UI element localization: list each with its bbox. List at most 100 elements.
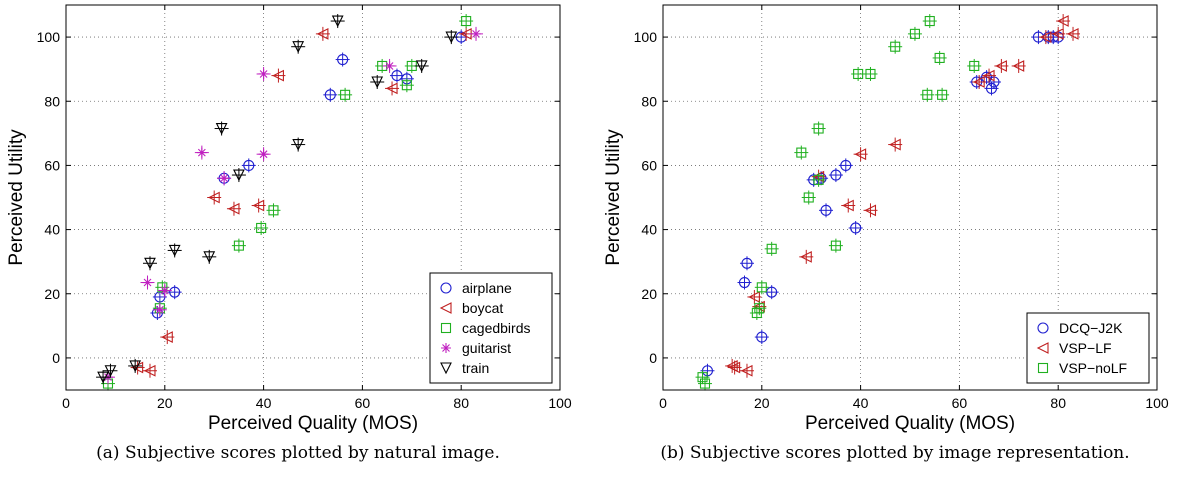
chart-a-legend-label: cagedbirds bbox=[462, 320, 531, 336]
chart-b-point-circle bbox=[840, 159, 852, 171]
chart-b-point-triangle-left bbox=[1051, 27, 1064, 40]
chart-a-legend-marker-circle bbox=[440, 282, 452, 294]
chart-b-ytick-label: 80 bbox=[641, 93, 657, 109]
chart-b-point-triangle-left bbox=[1066, 27, 1079, 40]
chart-b-point-triangle-left bbox=[748, 291, 760, 303]
caption-b-text: Subjective scores plotted by image repre… bbox=[689, 443, 1130, 463]
chart-a-point-circle bbox=[243, 159, 255, 171]
chart-a-point-triangle-down bbox=[415, 60, 428, 73]
chart-b-point-triangle-left bbox=[854, 148, 867, 161]
caption-a-label: (a) bbox=[96, 443, 120, 463]
chart-a-point-triangle-down bbox=[292, 139, 305, 151]
chart-b-point-square bbox=[756, 282, 767, 293]
chart-a-xtick-label: 100 bbox=[548, 395, 572, 411]
chart-b-point-square bbox=[890, 41, 901, 52]
chart-a-ytick-label: 80 bbox=[44, 93, 60, 109]
chart-b-point-square bbox=[937, 89, 948, 100]
chart-a-ytick-label: 40 bbox=[44, 222, 60, 238]
chart-a-canvas: 0 20 40 60 80 100 0 20 40 60 80 100 Perceived Qualit… bbox=[6, 4, 572, 434]
chart-b-ytick-label: 60 bbox=[641, 157, 657, 173]
chart-a-ytick-label: 0 bbox=[52, 350, 60, 366]
chart-b-xtick-label: 100 bbox=[1145, 395, 1169, 411]
chart-b-point-circle bbox=[830, 169, 842, 181]
chart-b-point-circle bbox=[741, 257, 753, 269]
chart-a-point-triangle-down bbox=[168, 244, 181, 257]
chart-a-series-0 bbox=[150, 30, 469, 320]
chart-b-ytick-label: 20 bbox=[641, 286, 657, 302]
chart-a-ytick-label: 60 bbox=[44, 157, 60, 173]
chart-b-point-circle bbox=[738, 276, 751, 289]
chart-a-ylabel: Perceived Utility bbox=[6, 129, 27, 266]
chart-a-point-triangle-down bbox=[233, 169, 245, 182]
chart-a-point-triangle-left bbox=[207, 191, 220, 204]
chart-a-point-star bbox=[258, 68, 269, 79]
chart-b-point-triangle-left bbox=[982, 69, 995, 82]
chart-a-point-star bbox=[142, 277, 153, 288]
chart-a-point-triangle-left bbox=[161, 331, 173, 343]
chart-b-point-triangle-left bbox=[740, 364, 753, 377]
chart-a-legend-label: guitarist bbox=[462, 340, 511, 356]
chart-a-point-circle bbox=[169, 286, 181, 298]
chart-b-point-square bbox=[922, 89, 933, 100]
chart-a-point-star bbox=[196, 147, 207, 158]
caption-b-label: (b) bbox=[660, 443, 685, 463]
chart-b-point-square bbox=[813, 123, 824, 134]
chart-b-point-circle bbox=[850, 222, 862, 234]
chart-a-series-1 bbox=[130, 26, 474, 378]
chart-a-legend-marker-square bbox=[440, 322, 452, 334]
chart-b-axes-frame bbox=[662, 4, 1158, 391]
chart-b-point-triangle-left bbox=[888, 138, 901, 151]
chart-a-point-square bbox=[401, 80, 412, 91]
chart-a-point-star bbox=[258, 149, 269, 160]
chart-b-point-triangle-left bbox=[800, 250, 812, 263]
chart-a-legend-marker-star bbox=[441, 343, 451, 353]
chart-a-axes-frame bbox=[65, 4, 561, 391]
chart-a-xtick-label: 60 bbox=[355, 395, 371, 411]
chart-a-point-triangle-down bbox=[129, 360, 142, 373]
chart-a-xtick-label: 20 bbox=[157, 395, 173, 411]
chart-b-point-square bbox=[766, 243, 777, 254]
chart-b-point-square bbox=[699, 378, 711, 389]
chart-a-point-triangle-left bbox=[272, 69, 284, 82]
chart-a-series-2 bbox=[100, 14, 474, 391]
chart-b-legend-label: DCQ−J2K bbox=[1059, 320, 1123, 336]
chart-b-xtick-label: 80 bbox=[1050, 395, 1066, 411]
chart-b-point-triangle-left bbox=[972, 76, 985, 88]
caption-b: (b) Subjective scores plotted by image r… bbox=[597, 443, 1193, 463]
chart-b-point-square bbox=[969, 60, 980, 72]
chart-a-point-star bbox=[219, 173, 230, 184]
chart-b-point-square bbox=[751, 307, 762, 319]
caption-a-text: Subjective scores plotted by natural ima… bbox=[124, 443, 500, 463]
chart-a-point-square bbox=[233, 240, 244, 251]
chart-b-series-2 bbox=[695, 14, 982, 391]
chart-a-point-triangle-down bbox=[215, 122, 228, 135]
chart-a-point-star bbox=[154, 304, 165, 315]
chart-a-point-triangle-down bbox=[371, 76, 384, 89]
chart-a-point-square bbox=[157, 282, 168, 293]
chart-a-point-triangle-left bbox=[227, 202, 240, 215]
chart-a-ytick-label: 20 bbox=[44, 286, 60, 302]
chart-b-series-1 bbox=[725, 14, 1081, 378]
chart-b-point-triangle-left bbox=[1012, 60, 1025, 72]
chart-b-ytick-label: 40 bbox=[641, 222, 657, 238]
chart-b-point-square bbox=[934, 52, 945, 63]
chart-b-point-square bbox=[796, 147, 807, 158]
chart-a-legend-label: train bbox=[462, 360, 489, 376]
chart-b-legend-marker-triangle-left bbox=[1036, 342, 1049, 354]
chart-b-point-square bbox=[924, 15, 935, 27]
chart-a-point-circle bbox=[324, 89, 336, 101]
chart-b-legend: DCQ−J2K VSP−LF VSP−noLF bbox=[1026, 312, 1150, 384]
chart-a-point-triangle-down bbox=[292, 41, 305, 53]
chart-a-point-triangle-down bbox=[144, 257, 156, 270]
chart-a-point-triangle-down bbox=[203, 251, 216, 264]
chart-b-point-circle bbox=[820, 204, 832, 216]
chart-b-point-circle bbox=[756, 331, 768, 343]
chart-b-canvas: 0 20 40 60 80 100 0 20 40 60 80 100 Perceived Qualit… bbox=[603, 4, 1169, 434]
chart-b-xtick-label: 20 bbox=[754, 395, 770, 411]
chart-b-point-square bbox=[813, 174, 824, 185]
chart-a-legend-label: airplane bbox=[462, 280, 512, 296]
chart-b-legend-label: VSP−LF bbox=[1059, 340, 1112, 356]
chart-b-ytick-label: 0 bbox=[649, 350, 657, 366]
chart-a-point-circle bbox=[337, 53, 349, 66]
chart-a-point-triangle-left bbox=[385, 82, 398, 95]
